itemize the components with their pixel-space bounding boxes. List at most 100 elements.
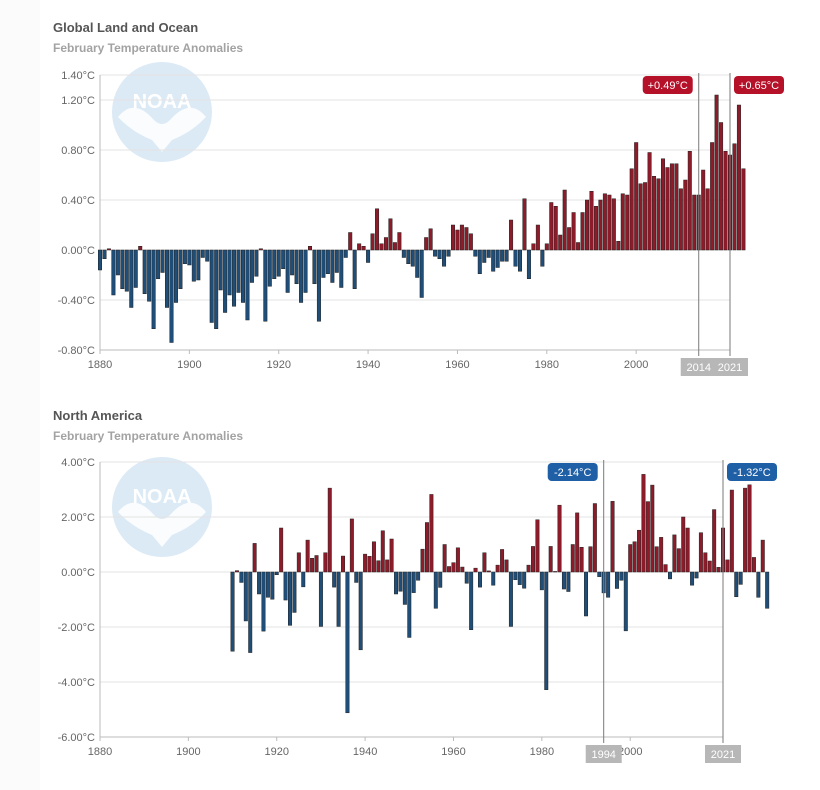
bar-1992	[592, 503, 597, 573]
bar-1936	[348, 232, 353, 251]
bar-1978	[535, 224, 540, 251]
y-tick-label: -0.40°C	[58, 295, 95, 307]
x-tick-label: 1920	[264, 746, 288, 758]
bar-2007	[665, 167, 670, 251]
bar-2011	[683, 179, 688, 251]
bar-2008	[663, 564, 668, 573]
bar-1982	[553, 206, 558, 251]
bar-1957	[438, 571, 443, 588]
bar-1996	[616, 241, 621, 251]
bar-2024	[741, 168, 746, 251]
bar-1935	[343, 249, 348, 258]
bar-1912	[239, 571, 244, 583]
bar-2016	[705, 188, 710, 251]
bar-1998	[619, 571, 624, 581]
north-america-chart-title: North America	[53, 408, 143, 423]
bar-2008	[669, 163, 674, 251]
bar-1899	[182, 249, 187, 264]
bar-1942	[375, 208, 380, 251]
bar-1920	[276, 249, 281, 277]
bar-1950	[410, 249, 415, 267]
bar-1895	[165, 249, 170, 308]
bar-1935	[341, 555, 345, 573]
bar-1914	[249, 249, 254, 283]
bar-1931	[323, 552, 328, 573]
bar-2003	[647, 152, 652, 251]
bar-1896	[169, 249, 174, 343]
bar-1993	[597, 571, 602, 577]
bar-1886	[124, 249, 129, 292]
bar-1958	[446, 249, 451, 257]
bar-1940	[366, 249, 371, 263]
bar-1995	[611, 198, 616, 251]
bar-1936	[345, 571, 350, 714]
bar-2005	[650, 484, 655, 573]
page-margin	[0, 0, 40, 790]
bar-1983	[558, 234, 563, 251]
north-america-chart-panel: NOAA -6.00°C -4.00°C -2.00°C 0.00°C 2.00°C 4.0…	[40, 395, 820, 790]
north-america-chart-subtitle: February Temperature Anomalies	[53, 429, 244, 443]
bar-1997	[620, 193, 625, 251]
bar-1900	[187, 249, 192, 266]
bar-1917	[263, 249, 268, 322]
bar-1979	[535, 519, 540, 573]
bar-1986	[566, 571, 571, 592]
bar-2012	[681, 516, 686, 573]
year-tag-2021	[712, 358, 748, 376]
bar-1999	[629, 168, 634, 251]
bar-1961	[455, 547, 460, 573]
year-tag-label: 2014	[686, 362, 710, 374]
bar-1891	[147, 249, 152, 302]
bar-2019	[712, 509, 717, 573]
global-anomaly-chart[interactable]: NOAA -0.80°C -0.40°C 0.00°C 0.40°C 0.80°C 1.20…	[40, 0, 820, 390]
bar-2017	[710, 142, 715, 251]
y-tick-label: 0.00°C	[61, 245, 95, 257]
bar-1928	[312, 249, 317, 284]
bar-1924	[294, 249, 299, 284]
bar-2020	[716, 567, 721, 573]
bar-1901	[191, 249, 196, 282]
bar-2007	[659, 537, 664, 573]
bar-1916	[258, 248, 263, 251]
bar-1910	[232, 249, 237, 307]
bar-2004	[652, 176, 657, 251]
bar-1998	[625, 194, 630, 251]
bar-2012	[687, 151, 692, 251]
y-tick-label: 0.00°C	[61, 567, 95, 579]
value-flag-label: -1.32°C	[733, 467, 770, 479]
bar-1930	[321, 249, 326, 278]
bar-1894	[160, 249, 165, 273]
bar-1973	[508, 571, 513, 627]
value-flag-2021	[727, 463, 777, 481]
bar-1959	[450, 224, 455, 251]
bar-2001	[632, 541, 637, 573]
bar-1934	[336, 571, 341, 627]
bar-1921	[281, 249, 286, 269]
bar-2011	[676, 548, 681, 573]
bar-1975	[517, 571, 522, 585]
bar-1974	[518, 249, 523, 272]
bar-2006	[654, 546, 659, 573]
bar-1995	[606, 571, 611, 598]
bar-1961	[459, 224, 464, 251]
bar-1991	[593, 206, 598, 251]
x-tick-label: 1880	[88, 746, 112, 758]
bar-1957	[442, 249, 447, 267]
bar-1960	[451, 562, 456, 573]
bar-1951	[415, 249, 420, 278]
bar-1970	[495, 564, 500, 573]
bar-1970	[500, 249, 505, 262]
bar-1881	[102, 249, 107, 259]
bar-1996	[610, 501, 615, 573]
bar-1911	[236, 249, 241, 293]
bar-1960	[455, 229, 460, 251]
bar-1948	[398, 571, 403, 592]
bar-1997	[614, 571, 619, 589]
bar-2015	[694, 571, 699, 579]
bar-1968	[491, 249, 496, 272]
bar-1919	[270, 571, 275, 600]
bar-1981	[544, 571, 549, 690]
north-america-anomaly-chart[interactable]: NOAA -6.00°C -4.00°C -2.00°C 0.00°C 2.00°C 4.0…	[40, 395, 820, 790]
bar-2017	[703, 552, 708, 573]
y-tick-label: 2.00°C	[61, 512, 95, 524]
